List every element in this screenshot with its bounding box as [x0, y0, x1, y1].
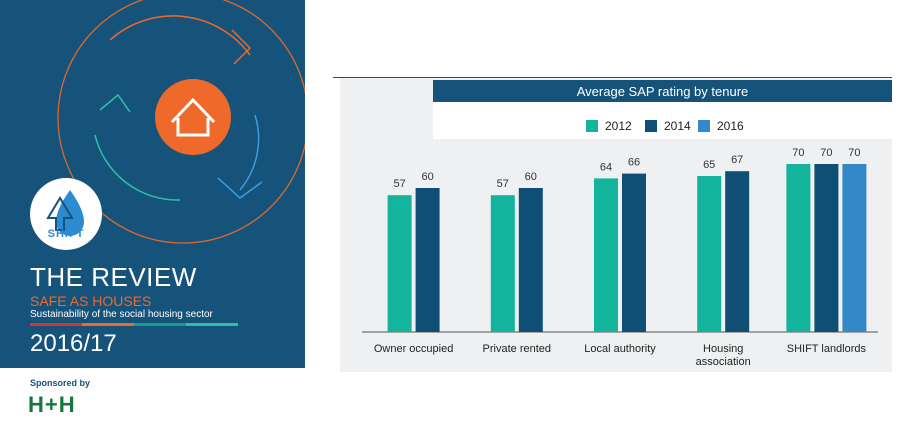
bar-2012-2 — [594, 178, 618, 332]
data-label-2014-0: 60 — [421, 171, 433, 183]
data-label-2014-1: 60 — [525, 171, 537, 183]
bar-2014-0 — [415, 188, 440, 332]
sponsor-logo: H+H — [28, 392, 76, 417]
cover-artwork — [57, 0, 305, 244]
bar-2012-1 — [490, 195, 515, 332]
legend-item-2012: 2012 — [586, 118, 632, 133]
legend-swatch-2014 — [645, 119, 657, 132]
outer-orange-arc — [57, 0, 305, 244]
legend-label-2012: 2012 — [605, 118, 632, 133]
legend-item-2016: 2016 — [698, 118, 744, 133]
data-label-2016-4: 70 — [848, 147, 860, 159]
bar-2012-3 — [697, 176, 722, 332]
bar-2014-2 — [622, 173, 646, 332]
legend-label-2016: 2016 — [717, 118, 744, 133]
bar-2014-4 — [814, 164, 839, 332]
shift-logo — [30, 178, 102, 250]
bar-2014-1 — [518, 188, 543, 332]
bar-2016-4 — [842, 164, 867, 332]
house-roof-icon — [170, 97, 216, 124]
arrow-head-orange — [231, 29, 252, 65]
shift-logo-text: SHIFT — [47, 228, 85, 240]
data-label-2012-1: 57 — [497, 178, 509, 190]
review-year: 2016/17 — [30, 330, 117, 357]
house-walls-icon — [176, 118, 210, 137]
report-cover: SHIFT THE REVIEW SAFE AS HOUSES Sustaina… — [0, 0, 305, 430]
data-label-2012-2: 64 — [600, 161, 612, 173]
review-description: Sustainability of the social housing sec… — [30, 309, 213, 320]
bar-2014-3 — [725, 171, 750, 332]
category-label-0: Owner occupied — [374, 343, 454, 355]
data-label-2014-4: 70 — [820, 147, 832, 159]
arrow-head-blue — [217, 177, 263, 199]
chart-top-rule — [333, 77, 892, 78]
legend-swatch-2012 — [586, 119, 598, 132]
sponsor-label: Sponsored by — [30, 378, 91, 388]
category-label-3-line1: association — [696, 356, 751, 368]
category-label-2: Local authority — [584, 343, 656, 355]
bar-2012-0 — [387, 195, 412, 332]
house-circle — [155, 79, 231, 155]
water-drop-icon — [46, 190, 84, 236]
category-label-1: Private rented — [483, 343, 551, 355]
review-title: THE REVIEW — [30, 262, 197, 292]
legend-swatch-2016 — [698, 119, 710, 132]
data-label-2012-4: 70 — [792, 147, 804, 159]
legend-panel — [433, 102, 892, 139]
chart-title-bar — [433, 80, 892, 102]
arrow-arc-teal — [94, 134, 181, 201]
arrow-head-teal — [99, 93, 131, 113]
data-label-2012-3: 65 — [703, 159, 715, 171]
data-label-2014-2: 66 — [628, 157, 640, 169]
category-label-3-line0: Housing — [703, 343, 743, 355]
sponsor-band — [0, 368, 305, 430]
data-label-2014-3: 67 — [731, 154, 743, 166]
data-label-2012-0: 57 — [393, 178, 405, 190]
legend-label-2014: 2014 — [664, 118, 691, 133]
arrow-arc-orange — [109, 15, 251, 56]
arrow-arc-blue — [239, 114, 260, 191]
bar-2012-4 — [786, 164, 811, 332]
legend-item-2014: 2014 — [645, 118, 691, 133]
review-subtitle: SAFE AS HOUSES — [30, 293, 152, 309]
colour-stripe — [30, 323, 238, 326]
category-label-4: SHIFT landlords — [787, 343, 867, 355]
chart-title: Average SAP rating by tenure — [576, 84, 749, 99]
